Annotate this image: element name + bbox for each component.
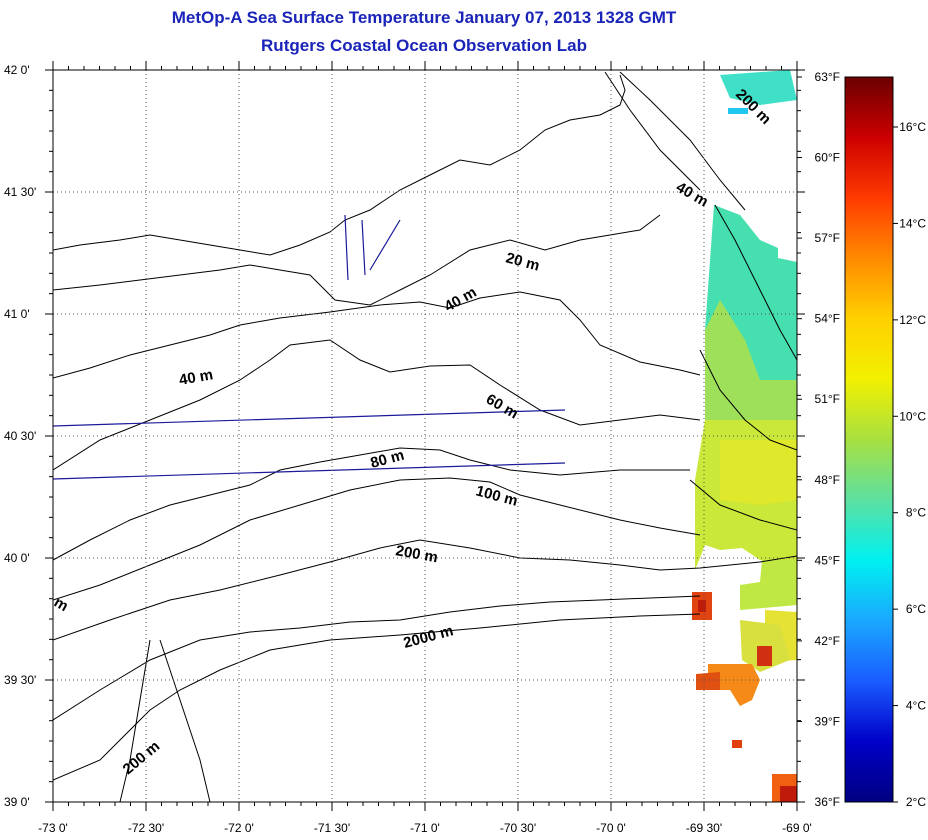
colorbar: 63°F 60°F 57°F 54°F 51°F 48°F 45°F 42°F 39°F 36°F… xyxy=(797,70,926,809)
fahrenheit-label: 51°F xyxy=(815,392,840,406)
lon-tick-label: -70 0' xyxy=(596,821,626,835)
map-grid xyxy=(53,70,797,802)
lat-tick-label: 42 0' xyxy=(4,63,30,77)
fahrenheit-label: 60°F xyxy=(815,151,840,165)
celsius-label: 10°C xyxy=(899,409,926,423)
contour-label: 200 m xyxy=(120,738,164,778)
map-title: MetOp-A Sea Surface Temperature January … xyxy=(171,8,677,27)
lon-tick-label: -71 30' xyxy=(314,821,350,835)
lon-tick-label: -69 30' xyxy=(686,821,722,835)
celsius-label: 12°C xyxy=(899,313,926,327)
fahrenheit-label: 42°F xyxy=(815,634,840,648)
contour-label: 20 m xyxy=(504,249,541,274)
lat-tick-label: 41 0' xyxy=(4,307,30,321)
celsius-label: 2°C xyxy=(906,795,926,809)
lon-tick-label: -71 0' xyxy=(410,821,440,835)
fahrenheit-label: 54°F xyxy=(815,312,840,326)
contour-label: 40 m xyxy=(178,366,215,389)
lat-tick-label: 40 30' xyxy=(4,429,36,443)
transect-lines xyxy=(52,214,566,480)
contour-label: 100 m xyxy=(474,482,519,509)
contour-label: m xyxy=(51,594,71,615)
lat-tick-label: 40 0' xyxy=(4,551,30,565)
map-ticks: -73 0' -72 30' -72 0' -71 30' -71 0' -70 30' -… xyxy=(4,61,812,835)
celsius-label: 16°C xyxy=(899,120,926,134)
celsius-label: 14°C xyxy=(899,216,926,230)
contour-label: 40 m xyxy=(442,284,480,316)
fahrenheit-label: 48°F xyxy=(815,473,840,487)
map-subtitle: Rutgers Coastal Ocean Observation Lab xyxy=(261,36,587,55)
celsius-label: 4°C xyxy=(906,699,926,713)
sst-raster xyxy=(692,70,797,802)
fahrenheit-label: 39°F xyxy=(815,714,840,728)
lat-tick-label: 39 30' xyxy=(4,673,36,687)
contour-label: 60 m xyxy=(483,391,521,423)
contour-label: 200 m xyxy=(394,542,439,566)
fahrenheit-label: 63°F xyxy=(815,70,840,84)
contour-label: 40 m xyxy=(673,179,711,211)
lon-tick-label: -70 30' xyxy=(500,821,536,835)
colorbar-gradient xyxy=(844,76,894,803)
lat-tick-label: 41 30' xyxy=(4,185,36,199)
lon-tick-label: -72 30' xyxy=(128,821,164,835)
lon-tick-label: -73 0' xyxy=(38,821,68,835)
celsius-label: 6°C xyxy=(906,602,926,616)
celsius-label: 8°C xyxy=(906,506,926,520)
bathymetry-contours xyxy=(53,71,797,802)
lon-tick-label: -72 0' xyxy=(224,821,254,835)
lon-tick-label: -69 0' xyxy=(782,821,812,835)
fahrenheit-label: 36°F xyxy=(815,795,840,809)
fahrenheit-label: 57°F xyxy=(815,231,840,245)
fahrenheit-label: 45°F xyxy=(815,553,840,567)
lat-tick-label: 39 0' xyxy=(4,795,30,809)
contour-label: 2000 m xyxy=(402,622,456,652)
